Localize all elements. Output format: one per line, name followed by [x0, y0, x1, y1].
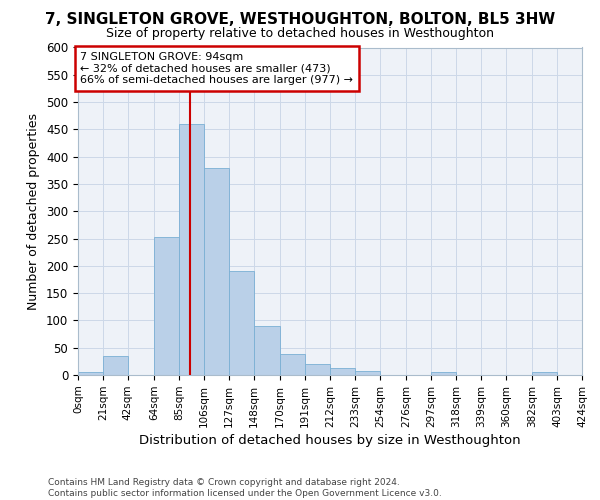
- Text: Contains HM Land Registry data © Crown copyright and database right 2024.
Contai: Contains HM Land Registry data © Crown c…: [48, 478, 442, 498]
- X-axis label: Distribution of detached houses by size in Westhoughton: Distribution of detached houses by size …: [139, 434, 521, 447]
- Bar: [532, 372, 557, 375]
- Text: Size of property relative to detached houses in Westhoughton: Size of property relative to detached ho…: [106, 28, 494, 40]
- Bar: [103, 356, 128, 375]
- Text: 7 SINGLETON GROVE: 94sqm
← 32% of detached houses are smaller (473)
66% of semi-: 7 SINGLETON GROVE: 94sqm ← 32% of detach…: [80, 52, 353, 85]
- Bar: [154, 237, 179, 375]
- Bar: [280, 354, 305, 375]
- Bar: [355, 371, 380, 375]
- Bar: [229, 272, 254, 375]
- Bar: [254, 326, 280, 375]
- Bar: [330, 368, 355, 375]
- Bar: [305, 364, 330, 375]
- Bar: [204, 168, 229, 375]
- Text: 7, SINGLETON GROVE, WESTHOUGHTON, BOLTON, BL5 3HW: 7, SINGLETON GROVE, WESTHOUGHTON, BOLTON…: [45, 12, 555, 28]
- Bar: [78, 372, 103, 375]
- Y-axis label: Number of detached properties: Number of detached properties: [28, 113, 40, 310]
- Bar: [179, 124, 204, 375]
- Bar: [431, 372, 456, 375]
- Bar: [582, 372, 600, 375]
